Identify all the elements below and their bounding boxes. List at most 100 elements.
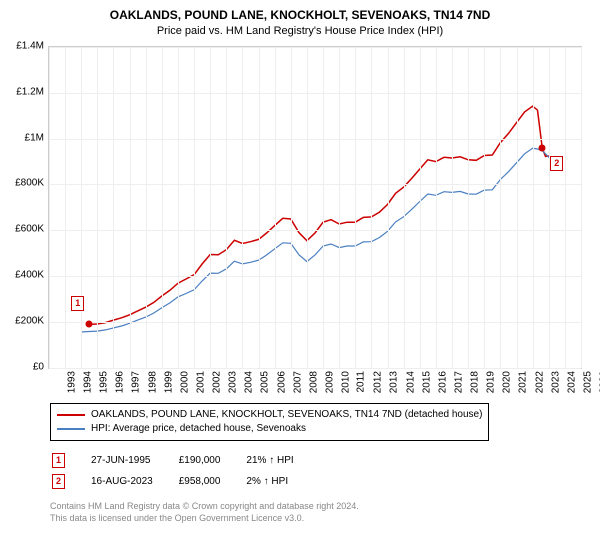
gridline-v: [194, 47, 195, 368]
legend-item: HPI: Average price, detached house, Seve…: [57, 422, 482, 436]
gridline-v: [49, 47, 50, 368]
legend-swatch: [57, 414, 85, 416]
legend-swatch: [57, 428, 85, 430]
gridline-v: [371, 47, 372, 368]
x-axis-label: 1994: [82, 371, 93, 393]
gridline-v: [339, 47, 340, 368]
x-axis-label: 2007: [292, 371, 303, 393]
callout-id-box: 2: [52, 474, 65, 489]
y-axis-label: £200K: [15, 316, 44, 327]
attribution-line: This data is licensed under the Open Gov…: [50, 513, 592, 525]
data-marker: [539, 145, 546, 152]
gridline-v: [468, 47, 469, 368]
x-axis-label: 2015: [421, 371, 432, 393]
gridline-v: [162, 47, 163, 368]
gridline-v: [81, 47, 82, 368]
gridline-v: [533, 47, 534, 368]
x-axis-label: 2012: [373, 371, 384, 393]
callout-row: 2 16-AUG-2023£958,0002% ↑ HPI: [52, 472, 318, 491]
x-axis-label: 2019: [485, 371, 496, 393]
x-axis-label: 2010: [340, 371, 351, 393]
attribution: Contains HM Land Registry data © Crown c…: [50, 501, 592, 524]
gridline-v: [259, 47, 260, 368]
x-axis-label: 2002: [211, 371, 222, 393]
gridline-v: [178, 47, 179, 368]
gridline-v: [452, 47, 453, 368]
gridline-v: [404, 47, 405, 368]
gridline-v: [275, 47, 276, 368]
gridline-v: [291, 47, 292, 368]
y-axis-label: £1M: [25, 132, 44, 143]
callout-row: 127-JUN-1995£190,00021% ↑ HPI: [52, 451, 318, 470]
callout-change: 2% ↑ HPI: [246, 472, 317, 491]
gridline-v: [484, 47, 485, 368]
gridline-v: [97, 47, 98, 368]
x-axis-label: 1996: [115, 371, 126, 393]
callout-box: 1: [71, 296, 84, 311]
gridline-v: [581, 47, 582, 368]
x-axis-label: 1998: [147, 371, 158, 393]
gridline-v: [113, 47, 114, 368]
y-axis-label: £1.4M: [16, 40, 44, 51]
x-axis-label: 2008: [308, 371, 319, 393]
x-axis-label: 1999: [163, 371, 174, 393]
gridline-v: [130, 47, 131, 368]
x-axis-label: 1995: [98, 371, 109, 393]
x-axis-label: 2018: [469, 371, 480, 393]
x-axis-label: 2021: [518, 371, 529, 393]
callout-change: 21% ↑ HPI: [246, 451, 317, 470]
legend-item: OAKLANDS, POUND LANE, KNOCKHOLT, SEVENOA…: [57, 408, 482, 422]
gridline-v: [517, 47, 518, 368]
x-axis-label: 2013: [389, 371, 400, 393]
x-axis-label: 1993: [66, 371, 77, 393]
x-axis-label: 2006: [276, 371, 287, 393]
x-axis-label: 2005: [260, 371, 271, 393]
legend: OAKLANDS, POUND LANE, KNOCKHOLT, SEVENOA…: [50, 403, 489, 441]
gridline-v: [436, 47, 437, 368]
gridline-v: [420, 47, 421, 368]
x-axis-label: 2011: [356, 371, 367, 393]
gridline-v: [307, 47, 308, 368]
x-axis-label: 2017: [453, 371, 464, 393]
chart-subtitle: Price paid vs. HM Land Registry's House …: [8, 24, 592, 38]
attribution-line: Contains HM Land Registry data © Crown c…: [50, 501, 592, 513]
gridline-h: [49, 368, 581, 369]
chart-area: 12 £0£200K£400K£600K£800K£1M£1.2M£1.4M19…: [8, 42, 592, 397]
x-axis-label: 2001: [195, 371, 206, 393]
x-axis-label: 2024: [566, 371, 577, 393]
x-axis-label: 2023: [550, 371, 561, 393]
callout-price: £958,000: [179, 472, 245, 491]
callout-date: 27-JUN-1995: [91, 451, 177, 470]
x-axis-label: 2025: [582, 371, 593, 393]
x-axis-label: 2000: [179, 371, 190, 393]
callout-date: 16-AUG-2023: [91, 472, 177, 491]
x-axis-label: 1997: [131, 371, 142, 393]
x-axis-label: 2004: [244, 371, 255, 393]
gridline-v: [210, 47, 211, 368]
plot-area: 12: [48, 46, 582, 369]
legend-label: HPI: Average price, detached house, Seve…: [91, 422, 306, 436]
gridline-v: [242, 47, 243, 368]
gridline-v: [388, 47, 389, 368]
gridline-v: [323, 47, 324, 368]
x-axis-label: 2020: [502, 371, 513, 393]
callout-table: 127-JUN-1995£190,00021% ↑ HPI216-AUG-202…: [50, 449, 320, 493]
x-axis-label: 2003: [227, 371, 238, 393]
x-axis-label: 2016: [437, 371, 448, 393]
chart-title: OAKLANDS, POUND LANE, KNOCKHOLT, SEVENOA…: [8, 8, 592, 24]
y-axis-label: £400K: [15, 270, 44, 281]
gridline-v: [549, 47, 550, 368]
legend-label: OAKLANDS, POUND LANE, KNOCKHOLT, SEVENOA…: [91, 408, 482, 422]
gridline-v: [146, 47, 147, 368]
callout-box: 2: [550, 156, 563, 171]
gridline-v: [500, 47, 501, 368]
x-axis-label: 2014: [405, 371, 416, 393]
gridline-v: [226, 47, 227, 368]
y-axis-label: £600K: [15, 224, 44, 235]
callout-id-box: 1: [52, 453, 65, 468]
x-axis-label: 2022: [534, 371, 545, 393]
y-axis-label: £1.2M: [16, 86, 44, 97]
gridline-v: [65, 47, 66, 368]
y-axis-label: £0: [33, 361, 44, 372]
gridline-v: [565, 47, 566, 368]
